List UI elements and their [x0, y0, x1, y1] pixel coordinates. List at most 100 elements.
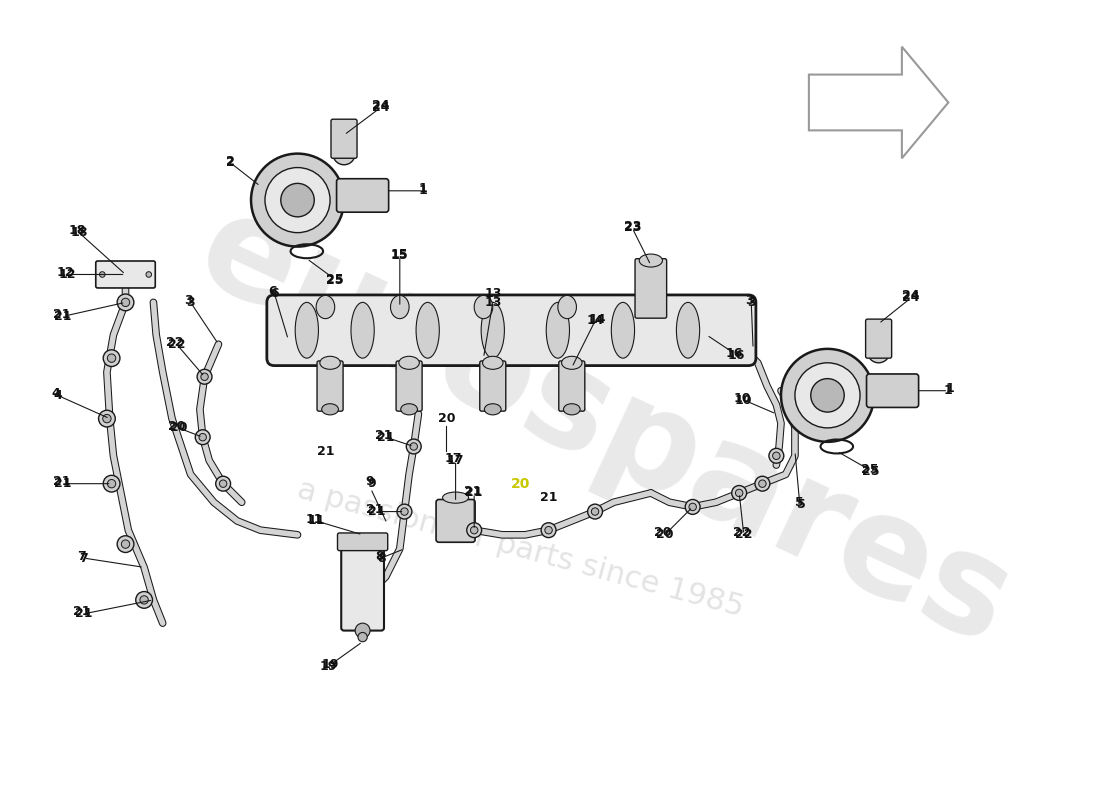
Ellipse shape — [639, 254, 662, 267]
Text: 25: 25 — [862, 465, 880, 478]
Circle shape — [251, 154, 344, 246]
Text: 18: 18 — [68, 224, 86, 238]
Ellipse shape — [316, 295, 334, 318]
FancyBboxPatch shape — [436, 499, 475, 542]
Text: 13: 13 — [484, 286, 502, 299]
Text: 7: 7 — [79, 551, 88, 565]
Circle shape — [541, 522, 556, 538]
Ellipse shape — [399, 356, 419, 370]
Text: 12: 12 — [58, 268, 76, 281]
Text: 3: 3 — [747, 296, 756, 309]
Text: 1: 1 — [946, 382, 955, 395]
Circle shape — [216, 476, 231, 491]
Text: 15: 15 — [390, 250, 408, 262]
Text: 21: 21 — [375, 429, 393, 442]
Circle shape — [121, 540, 130, 548]
Text: 1: 1 — [419, 184, 428, 198]
FancyBboxPatch shape — [635, 258, 667, 318]
Circle shape — [736, 490, 743, 497]
Circle shape — [544, 526, 552, 534]
Circle shape — [146, 272, 152, 278]
Ellipse shape — [416, 302, 439, 358]
Circle shape — [471, 526, 477, 534]
Text: 10: 10 — [735, 394, 752, 406]
Circle shape — [219, 480, 227, 487]
Text: 21: 21 — [55, 310, 72, 323]
Text: 21: 21 — [55, 477, 72, 490]
FancyBboxPatch shape — [331, 119, 358, 158]
Circle shape — [196, 430, 210, 445]
Circle shape — [121, 298, 130, 306]
Text: 20: 20 — [168, 419, 186, 433]
Text: 21: 21 — [377, 430, 395, 444]
Text: 22: 22 — [168, 338, 186, 350]
Text: 20: 20 — [656, 528, 673, 542]
Text: 14: 14 — [588, 313, 606, 326]
Text: 3: 3 — [186, 296, 195, 309]
Text: 14: 14 — [586, 314, 604, 327]
Text: 25: 25 — [326, 273, 343, 286]
Text: 5: 5 — [798, 498, 806, 510]
Text: 3: 3 — [185, 294, 194, 307]
Circle shape — [108, 479, 115, 488]
Circle shape — [358, 633, 367, 642]
Text: 10: 10 — [734, 392, 750, 405]
Text: 22: 22 — [734, 526, 750, 539]
Circle shape — [795, 363, 860, 428]
Text: 24: 24 — [902, 290, 920, 302]
Circle shape — [397, 504, 411, 519]
Text: 19: 19 — [319, 660, 337, 674]
Text: 22: 22 — [735, 528, 752, 542]
Text: 21: 21 — [75, 607, 92, 620]
Ellipse shape — [483, 356, 503, 370]
Text: 17: 17 — [446, 452, 462, 465]
Circle shape — [769, 448, 784, 463]
Text: eurospares: eurospares — [178, 181, 1031, 674]
Text: 6: 6 — [268, 285, 277, 298]
Ellipse shape — [563, 404, 580, 415]
Text: 2: 2 — [227, 154, 235, 167]
Ellipse shape — [321, 404, 339, 415]
Text: 1: 1 — [944, 384, 953, 398]
Ellipse shape — [676, 302, 700, 358]
Circle shape — [689, 503, 696, 510]
Text: 7: 7 — [77, 550, 86, 562]
Text: 23: 23 — [624, 220, 641, 233]
Text: 16: 16 — [728, 349, 745, 362]
Text: 21: 21 — [53, 475, 70, 488]
Ellipse shape — [612, 302, 635, 358]
Text: 21: 21 — [465, 486, 483, 499]
Text: 22: 22 — [166, 336, 184, 349]
Text: 21: 21 — [317, 445, 334, 458]
Text: 21: 21 — [463, 485, 481, 498]
Text: 20: 20 — [654, 526, 672, 539]
Circle shape — [759, 480, 766, 487]
Circle shape — [868, 341, 890, 363]
Text: 12: 12 — [56, 266, 74, 279]
Text: 4: 4 — [52, 387, 60, 400]
Circle shape — [197, 370, 212, 384]
Text: a passion for parts since 1985: a passion for parts since 1985 — [294, 475, 747, 622]
FancyBboxPatch shape — [866, 319, 892, 358]
Text: 24: 24 — [902, 291, 920, 304]
Circle shape — [265, 167, 330, 233]
Circle shape — [118, 536, 134, 553]
Circle shape — [772, 452, 780, 459]
Text: 15: 15 — [390, 247, 408, 261]
Circle shape — [355, 623, 370, 638]
Text: 17: 17 — [447, 454, 464, 467]
Circle shape — [108, 354, 115, 362]
Text: 9: 9 — [367, 477, 376, 490]
Text: 18: 18 — [70, 226, 88, 239]
Text: 25: 25 — [326, 274, 343, 287]
Ellipse shape — [390, 295, 409, 318]
Text: 21: 21 — [540, 491, 558, 504]
Text: 16: 16 — [726, 347, 744, 360]
Text: 25: 25 — [860, 463, 878, 476]
Text: 20: 20 — [169, 422, 187, 434]
Text: 3: 3 — [745, 294, 754, 307]
Text: 19: 19 — [321, 658, 339, 671]
Text: 23: 23 — [624, 222, 641, 234]
Text: 1: 1 — [419, 182, 428, 195]
Circle shape — [410, 442, 418, 450]
